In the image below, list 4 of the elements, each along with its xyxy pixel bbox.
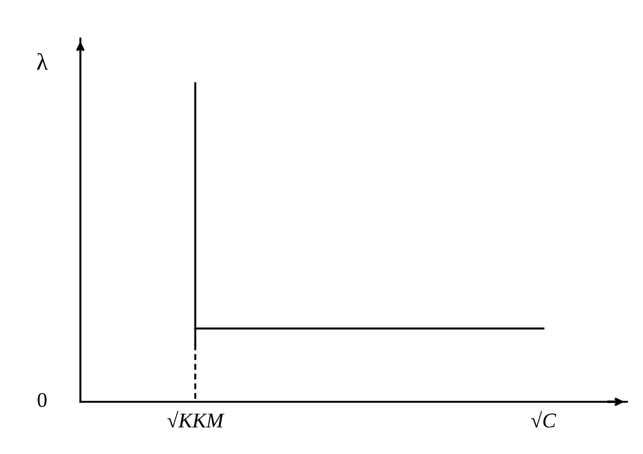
x-tick-label: √C — [531, 410, 556, 428]
y-axis-title: λ — [37, 53, 48, 70]
text: 0 — [38, 392, 47, 408]
x-tick-label: √KKM — [167, 410, 224, 428]
